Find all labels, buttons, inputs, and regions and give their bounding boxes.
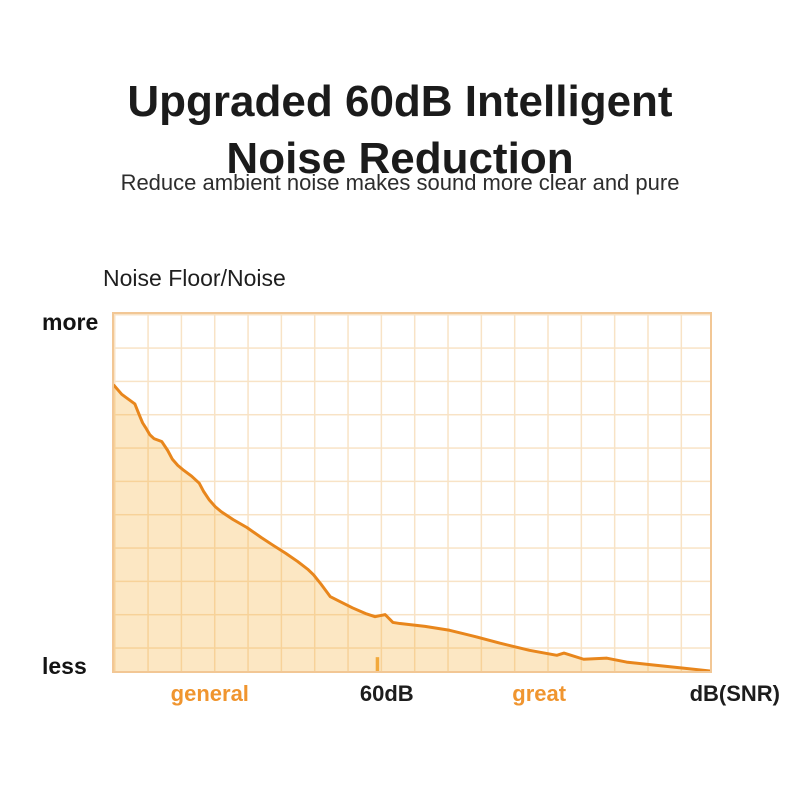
page-title: Upgraded 60dB Intelligent Noise Reductio… — [0, 73, 800, 187]
chart-plot-area — [112, 312, 712, 673]
noise-curve-svg — [114, 383, 710, 671]
x-label-great: great — [512, 681, 567, 706]
noise-curve-area-fill — [114, 385, 710, 671]
page-title-line2: Noise Reduction — [226, 134, 574, 184]
x-label-general: general — [170, 681, 249, 706]
chart-axis-title: Noise Floor/Noise — [103, 265, 286, 291]
page-subtitle: Reduce ambient noise makes sound more cl… — [120, 170, 680, 195]
x-axis-labels: general 60dB great dB(SNR) — [112, 680, 780, 712]
x-label-60db: 60dB — [359, 681, 414, 706]
noise-curve-line — [114, 383, 710, 671]
y-axis-label-less: less — [42, 653, 87, 679]
x-label-dbsnr: dB(SNR) — [689, 681, 781, 706]
page-title-line1: Upgraded 60dB Intelligent — [127, 77, 673, 127]
y-axis-label-more: more — [42, 309, 99, 335]
